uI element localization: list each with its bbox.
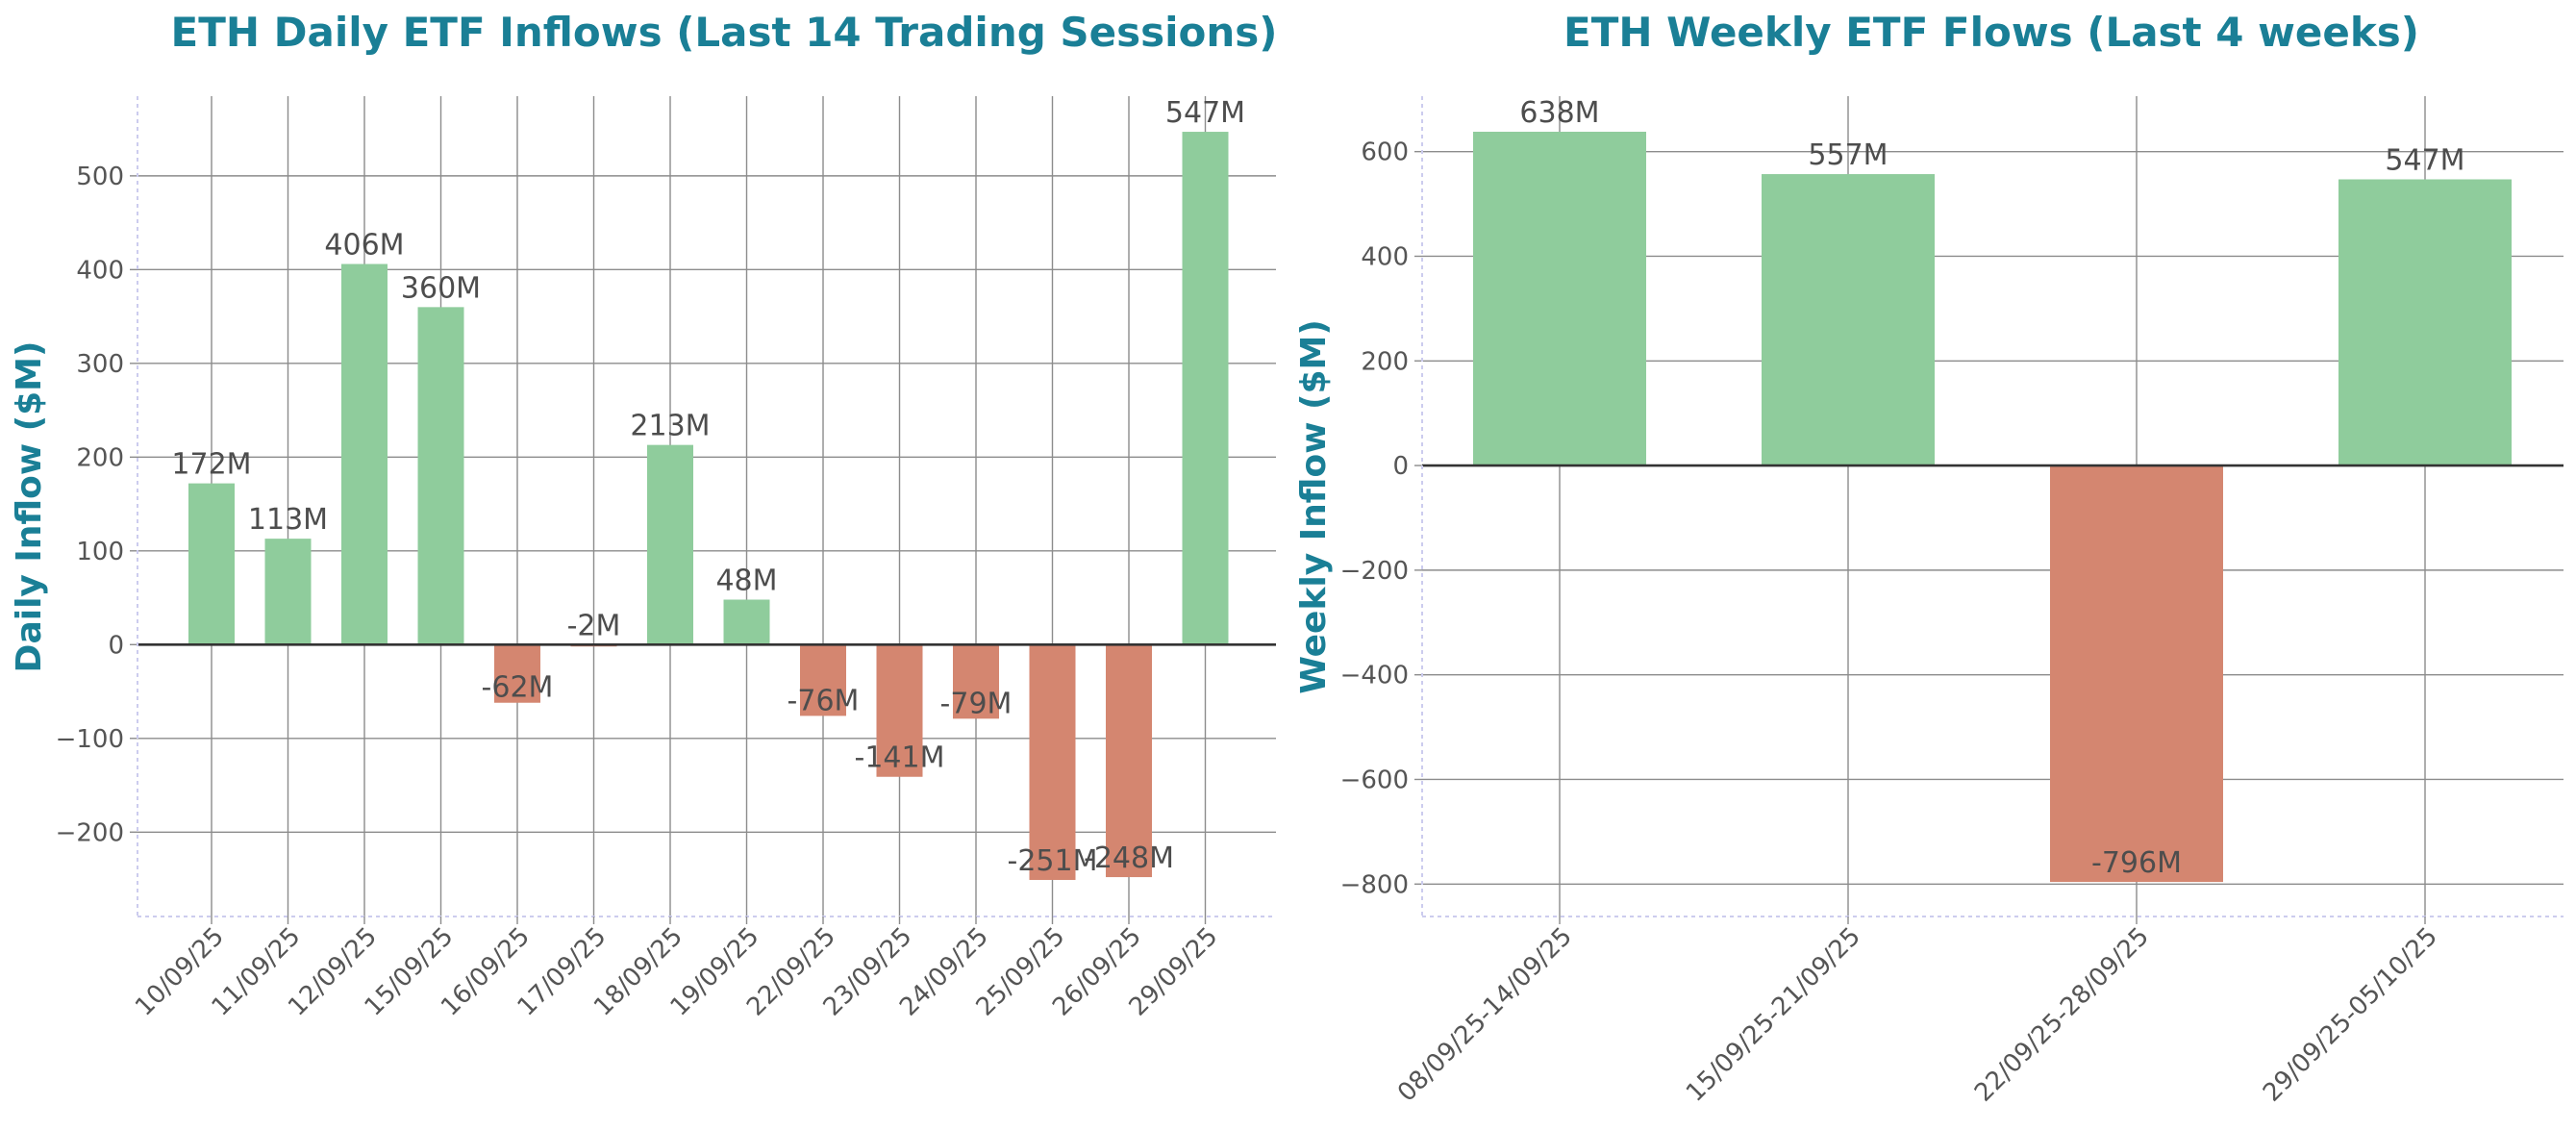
daily-chart-title: ETH Daily ETF Inflows (Last 14 Trading S… xyxy=(171,9,1278,56)
daily-y-tick-label: −200 xyxy=(56,818,124,847)
daily-y-tick-label: 200 xyxy=(76,443,124,472)
daily-data-label: -251M xyxy=(1008,844,1098,878)
weekly-y-tick-label: −400 xyxy=(1340,662,1409,691)
weekly-x-tick-label: 15/09/25-21/09/25 xyxy=(1681,922,1866,1108)
daily-data-label: 113M xyxy=(248,503,328,537)
weekly-y-tick-label: −200 xyxy=(1340,557,1409,586)
daily-data-label: -2M xyxy=(567,609,621,642)
daily-data-label: -76M xyxy=(788,684,860,717)
weekly-x-tick-label: 22/09/25-28/09/25 xyxy=(1969,922,2155,1108)
daily-y-tick-label: 300 xyxy=(76,350,124,379)
daily-bar-1 xyxy=(188,483,235,645)
daily-bar-13 xyxy=(1106,644,1152,878)
weekly-y-tick-label: 600 xyxy=(1361,138,1409,167)
weekly-y-tick-label: 0 xyxy=(1392,452,1409,481)
daily-y-axis-label: Daily Inflow ($M) xyxy=(10,341,49,673)
weekly-data-label: -796M xyxy=(2091,846,2182,880)
weekly-y-tick-label: 200 xyxy=(1361,347,1409,376)
daily-bar-14 xyxy=(1182,132,1229,645)
daily-data-label: 172M xyxy=(171,448,251,482)
daily-y-tick-label: 0 xyxy=(108,631,124,660)
daily-bar-10 xyxy=(876,644,923,777)
daily-data-label: -141M xyxy=(855,741,945,775)
weekly-plot-area: −800 −600 −400 −200 0 200 400 600 638M 557M -796M 5… xyxy=(1340,96,2563,1108)
weekly-chart-title: ETH Weekly ETF Flows (Last 4 weeks) xyxy=(1563,9,2419,56)
weekly-x-tick-label: 08/09/25-14/09/25 xyxy=(1392,922,1578,1108)
weekly-bar-1 xyxy=(1473,131,1646,466)
weekly-y-tick-label: −600 xyxy=(1340,766,1409,794)
daily-data-label: 48M xyxy=(715,564,777,597)
daily-data-label: -62M xyxy=(482,671,554,705)
weekly-bar-2 xyxy=(1762,174,1935,466)
weekly-x-tick-label: 29/09/25-05/10/25 xyxy=(2258,922,2443,1108)
weekly-y-tick-label: 400 xyxy=(1361,242,1409,271)
daily-data-label: 213M xyxy=(630,410,710,443)
weekly-data-label: 557M xyxy=(1808,138,1888,172)
daily-bar-11 xyxy=(953,644,999,719)
daily-bar-5 xyxy=(494,644,540,703)
daily-data-label: -248M xyxy=(1084,841,1174,875)
weekly-data-label: 547M xyxy=(2385,143,2464,177)
weekly-data-label: 638M xyxy=(1519,96,1599,130)
daily-data-label: 547M xyxy=(1165,96,1245,130)
daily-plot-area: −200 −100 0 100 200 300 400 500 172M 113M 406M 360M… xyxy=(56,96,1276,1022)
daily-data-label: -79M xyxy=(940,687,1013,720)
weekly-bar-3 xyxy=(2050,465,2223,883)
daily-bar-8 xyxy=(723,599,770,645)
daily-bar-2 xyxy=(264,539,312,645)
daily-y-tick-label: 400 xyxy=(76,256,124,285)
daily-bar-3 xyxy=(341,264,388,645)
daily-bar-12 xyxy=(1029,644,1076,880)
daily-bar-4 xyxy=(417,307,464,645)
daily-y-tick-label: 500 xyxy=(76,163,124,191)
daily-y-tick-label: 100 xyxy=(76,538,124,566)
weekly-bar-4 xyxy=(2338,179,2512,466)
daily-data-label: 406M xyxy=(324,228,404,262)
daily-data-label: 360M xyxy=(401,271,481,305)
daily-y-tick-label: −100 xyxy=(56,725,124,754)
weekly-y-tick-label: −800 xyxy=(1340,870,1409,899)
weekly-y-axis-label: Weekly Inflow ($M) xyxy=(1294,319,1334,694)
daily-bar-7 xyxy=(647,444,693,645)
daily-bar-9 xyxy=(800,644,846,716)
